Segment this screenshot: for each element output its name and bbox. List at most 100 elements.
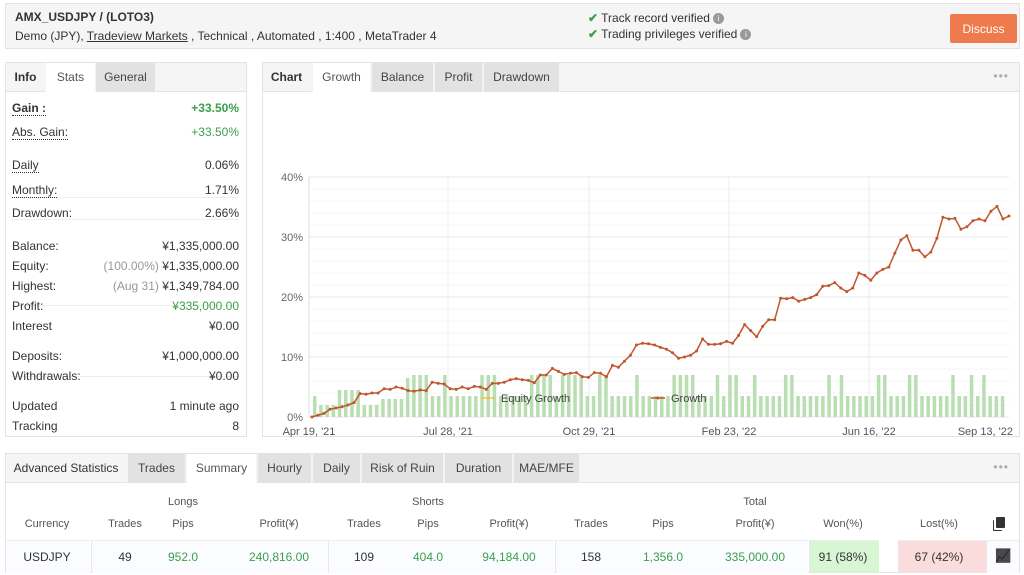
growth-point[interactable]	[923, 255, 927, 259]
growth-point[interactable]	[1007, 214, 1011, 218]
growth-point[interactable]	[358, 392, 362, 396]
growth-point[interactable]	[466, 387, 470, 391]
line-chart-icon[interactable]: 📈	[995, 548, 1012, 563]
growth-point[interactable]	[773, 318, 777, 322]
growth-point[interactable]	[935, 236, 939, 240]
growth-point[interactable]	[971, 219, 975, 223]
growth-point[interactable]	[478, 385, 482, 389]
growth-point[interactable]	[767, 318, 771, 322]
growth-point[interactable]	[460, 385, 464, 389]
growth-point[interactable]	[851, 286, 855, 290]
more-options-icon[interactable]: •••	[993, 460, 1009, 474]
growth-point[interactable]	[839, 286, 843, 290]
growth-point[interactable]	[797, 299, 801, 303]
growth-point[interactable]	[586, 375, 590, 379]
growth-point[interactable]	[334, 406, 338, 410]
tab-drawdown[interactable]: Drawdown	[484, 63, 560, 92]
growth-point[interactable]	[352, 401, 356, 405]
discuss-button[interactable]: Discuss	[950, 14, 1017, 43]
growth-point[interactable]	[406, 389, 410, 393]
tab-risk-of-ruin[interactable]: Risk of Ruin	[362, 454, 444, 483]
growth-point[interactable]	[803, 297, 807, 301]
growth-point[interactable]	[472, 384, 476, 388]
growth-point[interactable]	[893, 251, 897, 255]
growth-point[interactable]	[833, 281, 837, 285]
growth-point[interactable]	[911, 248, 915, 252]
growth-point[interactable]	[905, 234, 909, 238]
growth-point[interactable]	[977, 217, 981, 221]
growth-point[interactable]	[941, 215, 945, 219]
growth-point[interactable]	[881, 267, 885, 271]
growth-point[interactable]	[761, 324, 765, 328]
tab-growth[interactable]: Growth	[313, 63, 371, 92]
growth-point[interactable]	[665, 347, 669, 351]
growth-point[interactable]	[887, 265, 891, 269]
growth-point[interactable]	[568, 371, 572, 375]
tab-mae-mfe[interactable]: MAE/MFE	[514, 454, 580, 483]
growth-point[interactable]	[659, 345, 662, 349]
growth-point[interactable]	[340, 405, 344, 409]
growth-point[interactable]	[809, 296, 813, 300]
growth-point[interactable]	[857, 271, 861, 275]
growth-point[interactable]	[899, 238, 903, 242]
tab-summary[interactable]: Summary	[187, 454, 257, 483]
growth-point[interactable]	[917, 248, 921, 252]
tab-general[interactable]: General	[96, 63, 156, 92]
growth-point[interactable]	[965, 225, 969, 229]
growth-point[interactable]	[442, 382, 446, 386]
growth-point[interactable]	[929, 250, 933, 254]
legend-item[interactable]: Growth	[671, 393, 706, 405]
growth-point[interactable]	[731, 341, 735, 345]
growth-point[interactable]	[737, 333, 741, 337]
growth-point[interactable]	[526, 378, 530, 382]
growth-point[interactable]	[869, 278, 873, 282]
growth-point[interactable]	[430, 380, 434, 384]
growth-point[interactable]	[779, 296, 783, 300]
growth-point[interactable]	[827, 284, 831, 288]
tab-trades[interactable]: Trades	[128, 454, 186, 483]
growth-point[interactable]	[508, 378, 512, 382]
growth-point[interactable]	[418, 388, 422, 392]
tab-advanced-statistics[interactable]: Advanced Statistics	[6, 454, 127, 483]
growth-point[interactable]	[346, 403, 350, 407]
growth-point[interactable]	[695, 349, 699, 353]
growth-point[interactable]	[791, 296, 795, 300]
info-icon[interactable]: i	[712, 13, 724, 25]
growth-point[interactable]	[947, 217, 951, 221]
growth-point[interactable]	[544, 373, 548, 377]
growth-point[interactable]	[388, 387, 392, 391]
growth-point[interactable]	[622, 359, 626, 363]
tab-stats[interactable]: Stats	[46, 63, 96, 92]
growth-point[interactable]	[328, 407, 332, 411]
growth-point[interactable]	[448, 387, 452, 391]
growth-point[interactable]	[592, 371, 596, 375]
legend-item[interactable]: Equity Growth	[501, 393, 570, 405]
growth-point[interactable]	[520, 378, 524, 382]
growth-point[interactable]	[671, 351, 675, 355]
info-icon[interactable]: i	[740, 29, 752, 41]
more-options-icon[interactable]: •••	[993, 69, 1009, 83]
growth-point[interactable]	[785, 297, 789, 301]
growth-point[interactable]	[394, 385, 398, 389]
growth-point[interactable]	[436, 381, 440, 385]
growth-point[interactable]	[556, 369, 560, 373]
growth-point[interactable]	[989, 209, 993, 213]
growth-point[interactable]	[646, 342, 650, 346]
growth-point[interactable]	[550, 366, 554, 370]
growth-point[interactable]	[424, 389, 428, 393]
growth-point[interactable]	[640, 341, 644, 345]
growth-point[interactable]	[574, 371, 578, 375]
tab-duration[interactable]: Duration	[445, 454, 513, 483]
growth-point[interactable]	[725, 339, 729, 343]
tab-info[interactable]: Info	[6, 63, 46, 92]
growth-point[interactable]	[598, 371, 602, 375]
growth-point[interactable]	[412, 389, 416, 393]
growth-point[interactable]	[634, 343, 638, 347]
growth-point[interactable]	[538, 373, 542, 377]
growth-point[interactable]	[652, 343, 656, 347]
growth-point[interactable]	[701, 337, 705, 341]
tab-profit[interactable]: Profit	[435, 63, 483, 92]
growth-point[interactable]	[502, 380, 506, 384]
growth-point[interactable]	[713, 342, 717, 346]
growth-point[interactable]	[562, 372, 566, 376]
